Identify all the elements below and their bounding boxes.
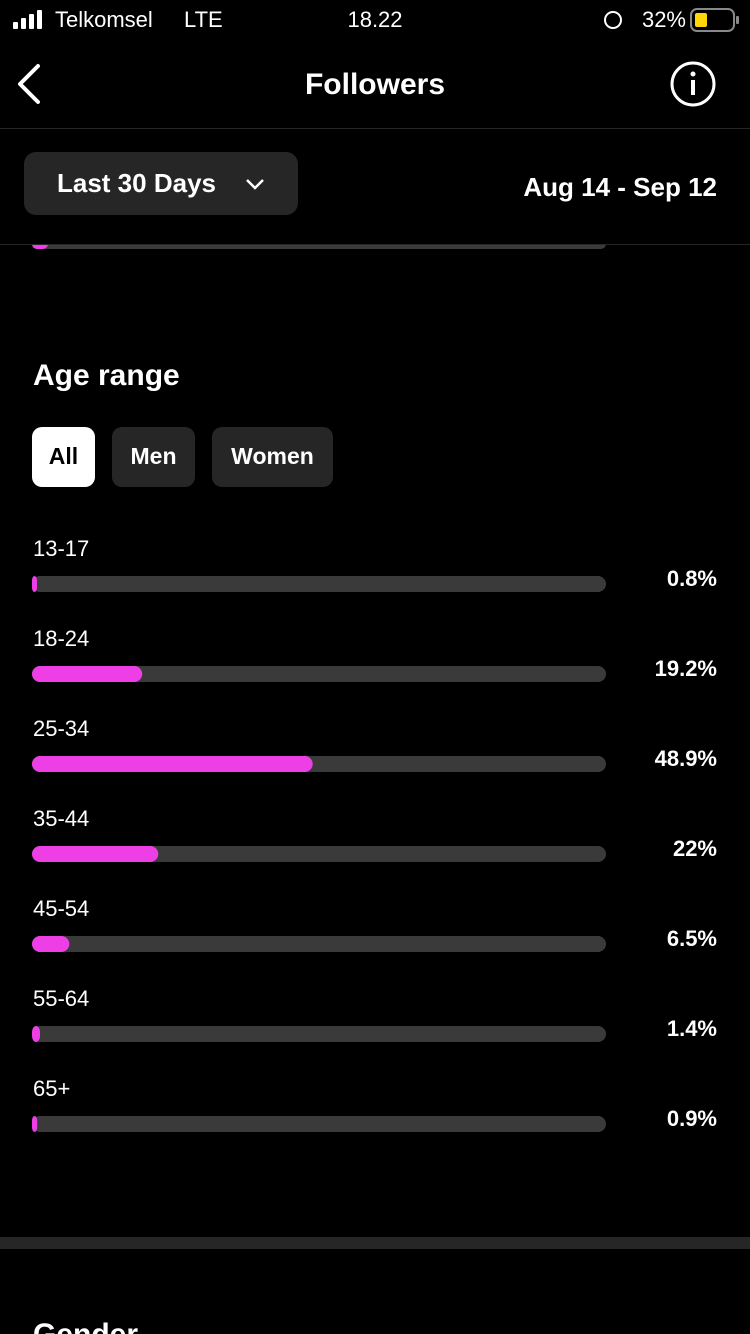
age-label: 45-54 xyxy=(33,896,89,921)
section-title: Age range xyxy=(33,359,180,392)
bar xyxy=(32,666,143,682)
header-mask xyxy=(0,228,750,244)
age-label: 25-34 xyxy=(33,716,89,741)
value-label: 1.4% xyxy=(667,1016,717,1041)
value-label: 0.8% xyxy=(667,566,717,591)
battery-icon xyxy=(690,8,739,32)
back-button[interactable] xyxy=(18,64,40,104)
bar xyxy=(32,1026,41,1042)
tab-label: All xyxy=(49,443,78,469)
bar-track xyxy=(32,1026,606,1042)
period-label: Last 30 Days xyxy=(57,168,216,198)
dropdown-chevron xyxy=(246,179,264,190)
value-label: 22% xyxy=(673,836,717,861)
bar xyxy=(32,936,70,952)
section-separator xyxy=(0,1237,750,1249)
value-label: 19.2% xyxy=(655,656,717,681)
age-label: 13-17 xyxy=(33,536,89,561)
value-label: 0.9% xyxy=(667,1106,717,1131)
bar-track xyxy=(32,576,606,592)
tab-label: Men xyxy=(131,443,177,469)
time: 18.22 xyxy=(347,7,402,32)
tab-button[interactable] xyxy=(32,427,95,487)
bar-track xyxy=(32,846,606,862)
section-title: Gender xyxy=(33,1318,138,1334)
bar xyxy=(32,1116,38,1132)
bar xyxy=(32,846,159,862)
network: LTE xyxy=(184,7,223,32)
tab-button[interactable] xyxy=(112,427,195,487)
bar xyxy=(32,576,37,592)
info-button[interactable] xyxy=(670,61,716,107)
signal-icon xyxy=(13,10,42,29)
rotation-lock-icon xyxy=(604,11,622,29)
carrier: Telkomsel xyxy=(55,7,153,32)
tab-label: Women xyxy=(231,443,314,469)
divider xyxy=(0,244,750,245)
divider xyxy=(0,128,750,129)
bar-track xyxy=(32,936,606,952)
date-range: Aug 14 - Sep 12 xyxy=(523,172,717,202)
period-dropdown[interactable] xyxy=(24,152,298,215)
value-label: 48.9% xyxy=(655,746,717,771)
bar-track xyxy=(32,1116,606,1132)
age-label: 55-64 xyxy=(33,986,89,1011)
age-label: 18-24 xyxy=(33,626,89,651)
bar-track xyxy=(32,666,606,682)
age-label: 35-44 xyxy=(33,806,89,831)
battery-percent: 32% xyxy=(642,7,686,32)
age-label: 65+ xyxy=(33,1076,70,1101)
bar xyxy=(32,756,313,772)
value-label: 6.5% xyxy=(667,926,717,951)
tab-button[interactable] xyxy=(212,427,333,487)
header-title: Followers xyxy=(305,68,445,101)
